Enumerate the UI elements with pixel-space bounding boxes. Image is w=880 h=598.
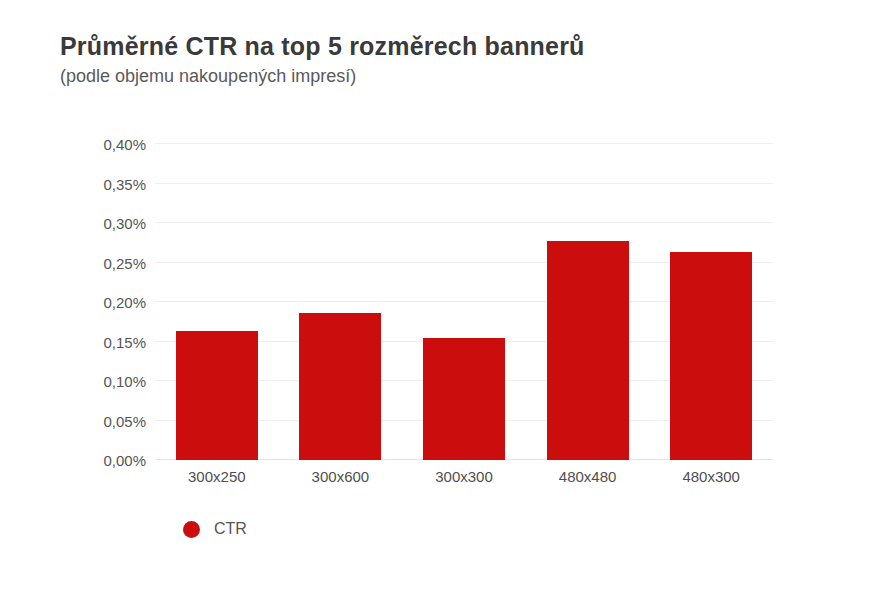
y-tick-label: 0,05% <box>103 412 146 429</box>
legend: CTR <box>183 520 247 538</box>
x-axis: 300x250300x600300x300480x480480x300 <box>155 468 773 485</box>
bar-band <box>155 144 279 460</box>
chart-header: Průměrné CTR na top 5 rozměrech bannerů … <box>60 32 585 87</box>
x-tick-label-300x600: 300x600 <box>279 468 403 485</box>
x-tick-label-480x300: 480x300 <box>649 468 773 485</box>
legend-marker-ctr <box>183 521 200 538</box>
x-tick-label-300x300: 300x300 <box>402 468 526 485</box>
y-tick-label: 0,20% <box>103 294 146 311</box>
plot-area <box>155 144 773 460</box>
x-tick-label-480x480: 480x480 <box>526 468 650 485</box>
y-tick-label: 0,00% <box>103 452 146 469</box>
y-axis: 0,00%0,05%0,10%0,15%0,20%0,25%0,30%0,35%… <box>0 144 146 460</box>
legend-label-ctr: CTR <box>214 520 247 538</box>
bar-300x250[interactable] <box>176 331 258 460</box>
y-tick-label: 0,25% <box>103 254 146 271</box>
bar-series-ctr <box>155 144 773 460</box>
y-tick-label: 0,35% <box>103 175 146 192</box>
y-tick-label: 0,15% <box>103 333 146 350</box>
bar-band <box>526 144 650 460</box>
x-tick-label-300x250: 300x250 <box>155 468 279 485</box>
bar-480x480[interactable] <box>547 241 629 460</box>
bar-band <box>649 144 773 460</box>
bar-480x300[interactable] <box>670 252 752 460</box>
bar-300x300[interactable] <box>423 338 505 460</box>
bar-300x600[interactable] <box>299 313 381 460</box>
bar-band <box>279 144 403 460</box>
bar-band <box>402 144 526 460</box>
y-tick-label: 0,40% <box>103 136 146 153</box>
y-tick-label: 0,10% <box>103 373 146 390</box>
y-tick-label: 0,30% <box>103 215 146 232</box>
chart-card: Průměrné CTR na top 5 rozměrech bannerů … <box>0 0 880 598</box>
chart-subtitle: (podle objemu nakoupených impresí) <box>60 66 585 87</box>
chart-title: Průměrné CTR na top 5 rozměrech bannerů <box>60 32 585 61</box>
